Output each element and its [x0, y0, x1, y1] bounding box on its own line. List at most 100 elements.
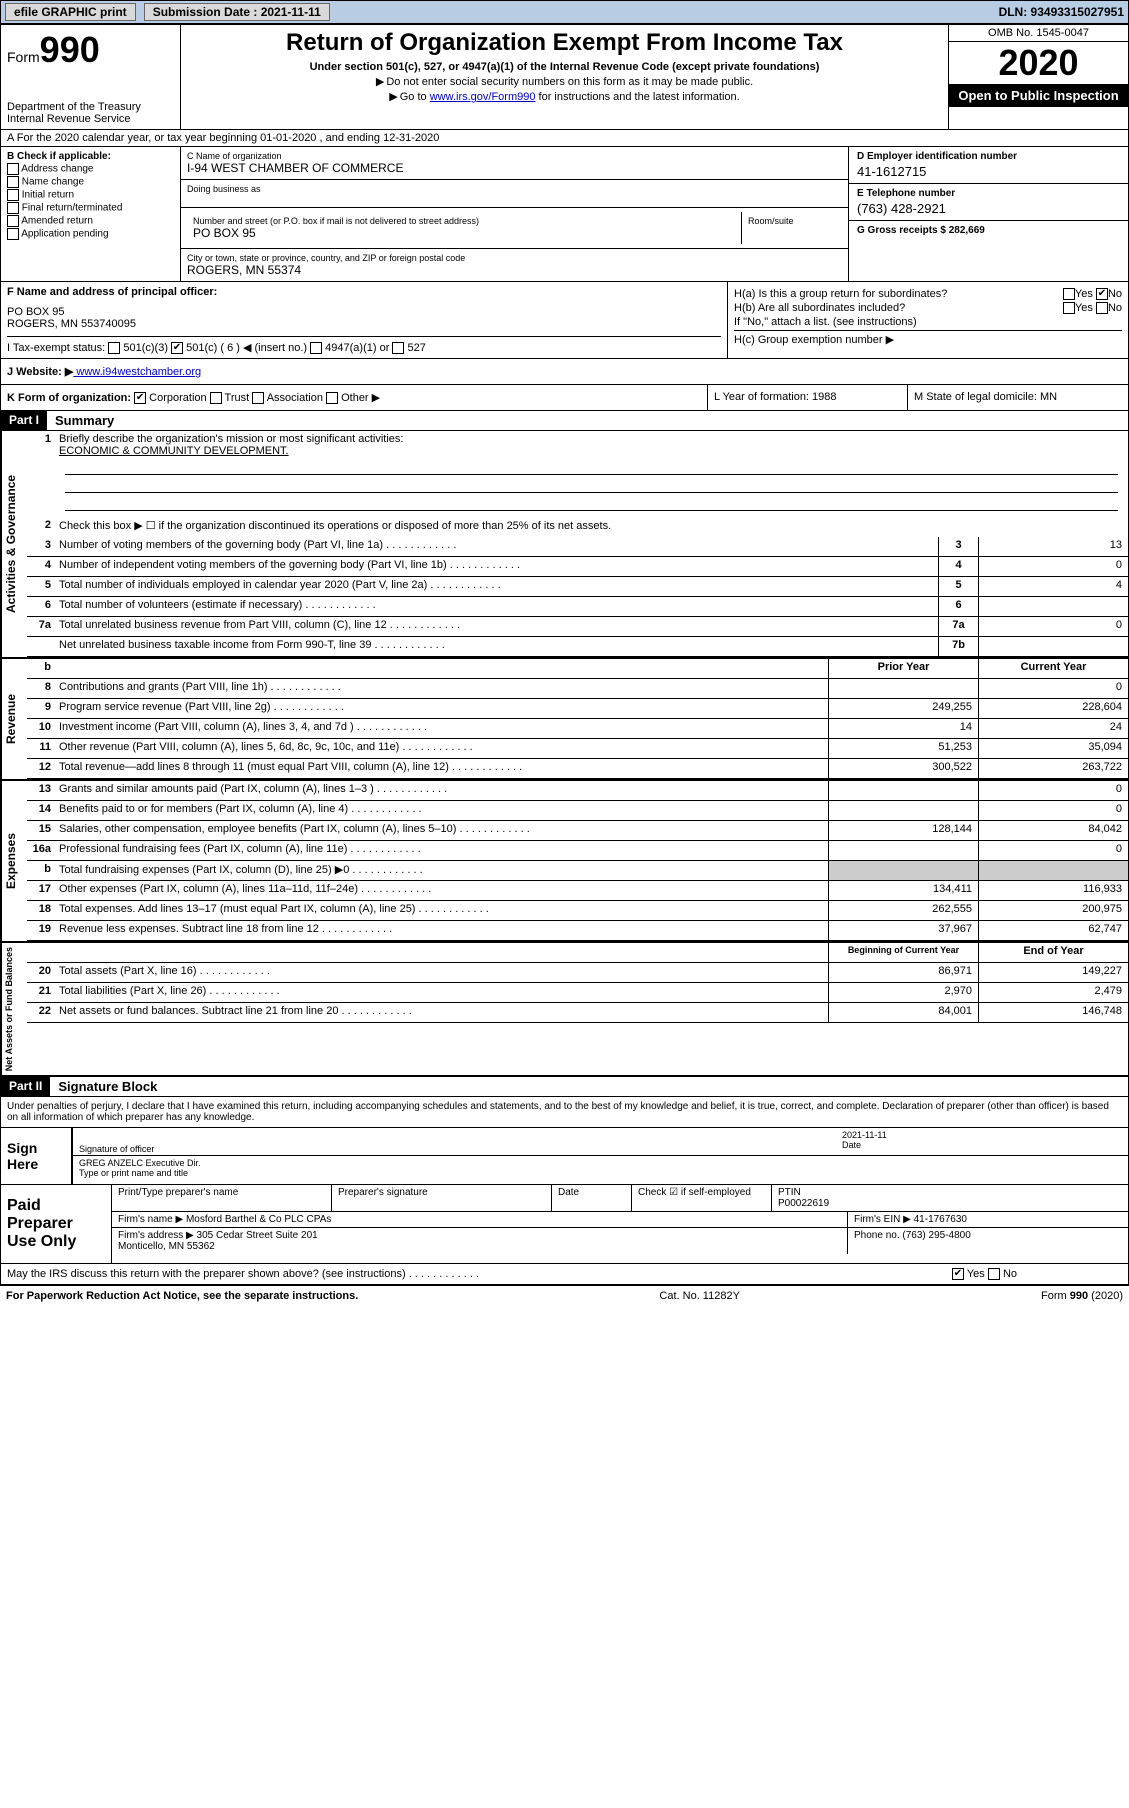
- city-value: ROGERS, MN 55374: [187, 263, 842, 277]
- k1-checkbox[interactable]: [252, 392, 264, 404]
- vlabel-governance: Activities & Governance: [1, 431, 27, 657]
- sig-name-value: GREG ANZELC Executive Dir.: [79, 1158, 201, 1168]
- tel-value: (763) 428-2921: [857, 201, 1120, 216]
- q1-value: ECONOMIC & COMMUNITY DEVELOPMENT.: [59, 445, 289, 457]
- footer: For Paperwork Reduction Act Notice, see …: [0, 1286, 1129, 1306]
- vlabel-revenue: Revenue: [1, 659, 27, 779]
- hb-label: H(b) Are all subordinates included?: [734, 302, 905, 314]
- ein-value: 41-1612715: [857, 164, 1120, 179]
- checkbox-501c[interactable]: [171, 342, 183, 354]
- summary-line: 4Number of independent voting members of…: [27, 557, 1128, 577]
- checkbox-501c3[interactable]: [108, 342, 120, 354]
- hb-yes[interactable]: [1063, 302, 1075, 314]
- col-b-option[interactable]: Final return/terminated: [7, 202, 174, 214]
- opt-501c: 501(c) ( 6 ) ◀ (insert no.): [186, 342, 307, 354]
- k1-checkbox[interactable]: [210, 392, 222, 404]
- summary-line: 22Net assets or fund balances. Subtract …: [27, 1003, 1128, 1023]
- summary-line: 11Other revenue (Part VIII, column (A), …: [27, 739, 1128, 759]
- header-line2-post: for instructions and the latest informat…: [535, 91, 739, 103]
- open-public: Open to Public Inspection: [949, 84, 1128, 107]
- discuss-no: No: [1003, 1268, 1017, 1280]
- disclaimer: Under penalties of perjury, I declare th…: [1, 1097, 1128, 1128]
- addr-value: PO BOX 95: [193, 226, 735, 240]
- sign-here-row: Sign Here Signature of officer 2021-11-1…: [1, 1128, 1128, 1185]
- col-b: B Check if applicable: Address change Na…: [1, 147, 181, 281]
- summary-line: 16aProfessional fundraising fees (Part I…: [27, 841, 1128, 861]
- ptin-label: PTIN: [778, 1187, 801, 1198]
- opt-4947: 4947(a)(1) or: [325, 342, 389, 354]
- ha-label: H(a) Is this a group return for subordin…: [734, 288, 947, 300]
- col-current: Current Year: [978, 659, 1128, 678]
- summary-line: 20Total assets (Part X, line 16)86,97114…: [27, 963, 1128, 983]
- summary-netassets: Net Assets or Fund Balances Beginning of…: [1, 943, 1128, 1077]
- form-title: Return of Organization Exempt From Incom…: [187, 29, 942, 57]
- hc-label: H(c) Group exemption number ▶: [734, 333, 894, 346]
- f-label: F Name and address of principal officer:: [7, 286, 721, 298]
- f-value: PO BOX 95 ROGERS, MN 553740095: [7, 306, 721, 330]
- summary-governance: Activities & Governance 1 Briefly descri…: [1, 431, 1128, 659]
- prep-label: Paid Preparer Use Only: [1, 1185, 111, 1263]
- sign-label: Sign Here: [1, 1128, 71, 1184]
- col-b-header: B Check if applicable:: [7, 151, 174, 162]
- footer-right: Form 990 (2020): [1041, 1290, 1123, 1302]
- row-a: A For the 2020 calendar year, or tax yea…: [1, 130, 1128, 147]
- header-link[interactable]: www.irs.gov/Form990: [430, 91, 536, 103]
- hb-no[interactable]: [1096, 302, 1108, 314]
- discuss-no-chk[interactable]: [988, 1268, 1000, 1280]
- col-d: D Employer identification number 41-1612…: [848, 147, 1128, 281]
- firm-name-value: Mosford Barthel & Co PLC CPAs: [186, 1214, 331, 1225]
- header-line1: Do not enter social security numbers on …: [386, 76, 753, 88]
- col-b-option[interactable]: Application pending: [7, 228, 174, 240]
- addr-label: Number and street (or P.O. box if mail i…: [193, 216, 735, 226]
- part2-title: Signature Block: [50, 1077, 165, 1096]
- gross-label: G Gross receipts $ 282,669: [857, 225, 1120, 236]
- vlabel-netassets: Net Assets or Fund Balances: [1, 943, 27, 1075]
- vlabel-expenses: Expenses: [1, 781, 27, 941]
- summary-line: 18Total expenses. Add lines 13–17 (must …: [27, 901, 1128, 921]
- footer-left: For Paperwork Reduction Act Notice, see …: [6, 1290, 358, 1302]
- sig-date-label: Date: [842, 1140, 861, 1150]
- k2: L Year of formation: 1988: [708, 385, 908, 410]
- col-end: End of Year: [978, 943, 1128, 962]
- col-b-option[interactable]: Address change: [7, 163, 174, 175]
- form-number: 990: [40, 29, 100, 70]
- form-subtitle: Under section 501(c), 527, or 4947(a)(1)…: [187, 61, 942, 73]
- f-col: F Name and address of principal officer:…: [1, 282, 728, 358]
- ha-no[interactable]: [1096, 288, 1108, 300]
- submission-button[interactable]: Submission Date : 2021-11-11: [144, 3, 330, 21]
- dln-text: DLN: 93493315027951: [999, 5, 1124, 19]
- j-label: J Website: ▶: [7, 366, 73, 378]
- k1-checkbox[interactable]: [326, 392, 338, 404]
- header-right: OMB No. 1545-0047 2020 Open to Public In…: [948, 25, 1128, 129]
- header-line2-pre: Go to: [400, 91, 430, 103]
- tel-label: E Telephone number: [857, 188, 1120, 199]
- preparer-row: Paid Preparer Use Only Print/Type prepar…: [1, 1185, 1128, 1264]
- checkbox-4947[interactable]: [310, 342, 322, 354]
- prep-sig-label: Preparer's signature: [332, 1185, 552, 1211]
- footer-mid: Cat. No. 11282Y: [659, 1290, 740, 1302]
- ptin-value: P00022619: [778, 1198, 829, 1209]
- discuss-q: May the IRS discuss this return with the…: [1, 1264, 948, 1284]
- form-990: Form990 Department of the Treasury Inter…: [0, 24, 1129, 1286]
- col-c: C Name of organization I-94 WEST CHAMBER…: [181, 147, 848, 281]
- col-b-option[interactable]: Amended return: [7, 215, 174, 227]
- k1-label: K Form of organization:: [7, 392, 131, 404]
- i-label: I Tax-exempt status:: [7, 342, 105, 354]
- discuss-yes-chk[interactable]: [952, 1268, 964, 1280]
- omb-text: OMB No. 1545-0047: [949, 25, 1128, 42]
- col-b-option[interactable]: Name change: [7, 176, 174, 188]
- efile-button[interactable]: efile GRAPHIC print: [5, 3, 136, 21]
- website-link[interactable]: www.i94westchamber.org: [73, 366, 201, 378]
- header-mid: Return of Organization Exempt From Incom…: [181, 25, 948, 129]
- summary-expenses: Expenses 13Grants and similar amounts pa…: [1, 781, 1128, 943]
- summary-line: 10Investment income (Part VIII, column (…: [27, 719, 1128, 739]
- summary-line: 9Program service revenue (Part VIII, lin…: [27, 699, 1128, 719]
- checkbox-527[interactable]: [392, 342, 404, 354]
- ha-yes[interactable]: [1063, 288, 1075, 300]
- k1-checkbox[interactable]: [134, 392, 146, 404]
- ein-label: D Employer identification number: [857, 151, 1120, 162]
- phone-label: Phone no.: [854, 1230, 900, 1241]
- col-b-option[interactable]: Initial return: [7, 189, 174, 201]
- part1-badge: Part I: [1, 411, 47, 430]
- dept-text: Department of the Treasury: [7, 101, 174, 113]
